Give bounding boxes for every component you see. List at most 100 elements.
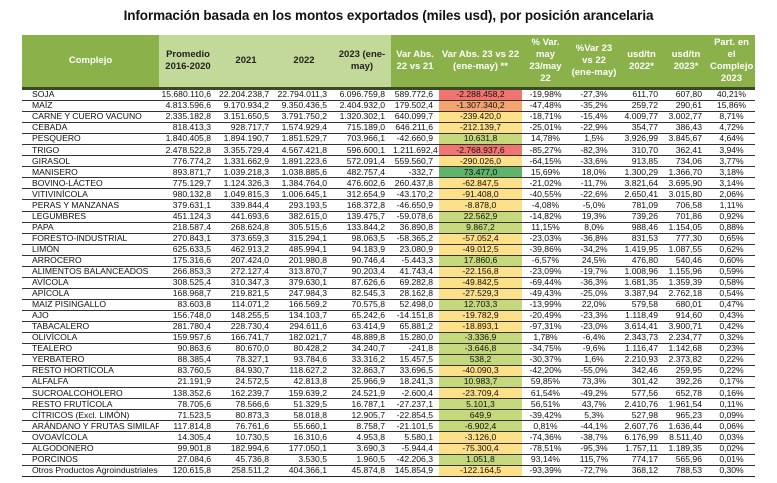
cell-pct-var-23-22: 73,3% bbox=[569, 376, 619, 389]
cell-usd-tn-2022: 1.757,11 bbox=[619, 443, 664, 455]
cell-usd-tn-2022: 2.410,76 bbox=[619, 398, 664, 411]
cell-usd-tn-2022: 3.614,41 bbox=[619, 321, 664, 334]
cell-pct-var-may: -78,51% bbox=[522, 443, 569, 455]
cell-usd-tn-2022: 3.926,99 bbox=[619, 133, 664, 146]
cell-var-abs-22-21: 36.890,8 bbox=[391, 222, 439, 234]
cell-part-complejo: 0,32% bbox=[708, 332, 755, 345]
cell-2023: 24.521,9 bbox=[333, 387, 391, 400]
cell-promedio: 99.901,8 bbox=[159, 443, 217, 455]
cell-var-abs-22-21: -332,7 bbox=[391, 166, 439, 179]
cell-var-abs-23-22: -122.164,5 bbox=[439, 465, 522, 477]
cell-part-complejo: 0,30% bbox=[708, 465, 755, 477]
cell-var-abs-22-21: 65.881,2 bbox=[391, 321, 439, 334]
cell-pct-var-may: -23,03% bbox=[522, 233, 569, 245]
cell-pct-var-23-22: 19,3% bbox=[569, 211, 619, 223]
cell-var-abs-23-22: -23.709,4 bbox=[439, 387, 522, 400]
cell-complejo: FORESTO-INDUSTRIAL bbox=[22, 233, 159, 245]
cell-usd-tn-2022: 354,77 bbox=[619, 122, 664, 135]
cell-var-abs-22-21: 23.080,9 bbox=[391, 244, 439, 256]
cell-pct-var-may: -97,31% bbox=[522, 321, 569, 334]
cell-var-abs-22-21: 5.580,1 bbox=[391, 431, 439, 444]
cell-part-complejo: 2,06% bbox=[708, 188, 755, 201]
cell-part-complejo: 0,16% bbox=[708, 387, 755, 400]
cell-usd-tn-2022: 739,26 bbox=[619, 211, 664, 223]
cell-usd-tn-2022: 1.419,95 bbox=[619, 244, 664, 256]
cell-2023: 1.320.302,1 bbox=[333, 111, 391, 124]
cell-pct-var-may: -21,02% bbox=[522, 177, 569, 190]
cell-promedio: 120.615,8 bbox=[159, 465, 217, 477]
cell-usd-tn-2022: 577,56 bbox=[619, 387, 664, 400]
cell-2022: 305.515,6 bbox=[275, 222, 333, 234]
cell-pct-var-may: -25,01% bbox=[522, 122, 569, 135]
cell-pct-var-may: -85,27% bbox=[522, 144, 569, 157]
cell-2022: 182.021,7 bbox=[275, 332, 333, 345]
cell-pct-var-may: -14,82% bbox=[522, 211, 569, 223]
cell-var-abs-22-21: -5.944,4 bbox=[391, 443, 439, 455]
header-usd-tn-2023: usd/tn 2023* bbox=[664, 35, 708, 90]
cell-usd-tn-2023: 290,61 bbox=[664, 100, 708, 113]
table-row: TEALERO 90.863,6 80.670,0 80.428,2 34.240,7-… bbox=[22, 343, 755, 356]
cell-2023: 90.203,4 bbox=[333, 266, 391, 278]
cell-2022: 379.630,1 bbox=[275, 277, 333, 289]
cell-usd-tn-2022: 1.300,29 bbox=[619, 166, 664, 179]
cell-pct-var-may: -13,99% bbox=[522, 299, 569, 311]
cell-usd-tn-2022: 2.210,93 bbox=[619, 354, 664, 367]
cell-2022: 166.569,2 bbox=[275, 299, 333, 311]
cell-pct-var-23-22: -15,4% bbox=[569, 111, 619, 124]
cell-2021: 80.670,0 bbox=[217, 343, 275, 356]
cell-part-complejo: 4,72% bbox=[708, 122, 755, 135]
cell-part-complejo: 0,01% bbox=[708, 454, 755, 466]
cell-var-abs-23-22: 73.477,0 bbox=[439, 166, 522, 179]
cell-2023: 3.690,3 bbox=[333, 443, 391, 455]
header-complejo: Complejo bbox=[22, 35, 159, 90]
cell-complejo: RESTO FRUTÍCOLA bbox=[22, 398, 159, 411]
table-row: AVÍCOLA 308.525,4 310.347,3 379.630,1 87.626… bbox=[22, 277, 755, 289]
cell-2023: 33.316,2 bbox=[333, 354, 391, 367]
table-row: CEBADA 818.413,3 928.717,7 1.574.929,4 715.1… bbox=[22, 122, 755, 135]
cell-usd-tn-2022: 1.118,49 bbox=[619, 310, 664, 322]
cell-pct-var-23-22: -72,7% bbox=[569, 465, 619, 477]
cell-2023: 133.844,2 bbox=[333, 222, 391, 234]
cell-2023: 70.575,8 bbox=[333, 299, 391, 311]
cell-part-complejo: 0,47% bbox=[708, 299, 755, 311]
cell-2021: 310.347,3 bbox=[217, 277, 275, 289]
cell-2021: 3.355.729,4 bbox=[217, 144, 275, 157]
cell-var-abs-23-22: 10.983,7 bbox=[439, 376, 522, 389]
cell-complejo: PAPA bbox=[22, 222, 159, 234]
cell-2021: 1.049.815,3 bbox=[217, 188, 275, 201]
header-promedio: Promedio 2016-2020 bbox=[159, 35, 217, 90]
table-row: CÍTRICOS (Excl. LIMÓN) 71.523,5 80.873,3 58… bbox=[22, 409, 755, 422]
cell-2022: 9.350.436,5 bbox=[275, 100, 333, 113]
cell-2021: 9.170.934,2 bbox=[217, 100, 275, 113]
table-row: MAÍZ 4.813.596,6 9.170.934,2 9.350.436,5 2.4… bbox=[22, 100, 755, 113]
cell-var-abs-23-22: 538,2 bbox=[439, 354, 522, 367]
cell-2023: 82.545,3 bbox=[333, 288, 391, 300]
cell-pct-var-23-22: -25,0% bbox=[569, 288, 619, 300]
cell-2023: 32.863,7 bbox=[333, 365, 391, 378]
cell-usd-tn-2023: 3.900,71 bbox=[664, 321, 708, 334]
cell-2023: 90.746,4 bbox=[333, 255, 391, 267]
cell-part-complejo: 1,11% bbox=[708, 199, 755, 212]
cell-usd-tn-2022: 611,70 bbox=[619, 88, 664, 102]
cell-2023: 48.889,8 bbox=[333, 332, 391, 345]
cell-complejo: CARNE Y CUERO VACUNO bbox=[22, 111, 159, 124]
cell-pct-var-may: -23,09% bbox=[522, 266, 569, 278]
cell-usd-tn-2022: 1.681,35 bbox=[619, 277, 664, 289]
cell-usd-tn-2022: 3.821,64 bbox=[619, 177, 664, 190]
cell-pct-var-23-22: 43,7% bbox=[569, 398, 619, 411]
cell-complejo: PERAS Y MANZANAS bbox=[22, 199, 159, 212]
cell-pct-var-may: -20,49% bbox=[522, 310, 569, 322]
cell-pct-var-23-22: -23,0% bbox=[569, 321, 619, 334]
cell-var-abs-22-21: -46.650,9 bbox=[391, 199, 439, 212]
cell-2021: 24.572,5 bbox=[217, 376, 275, 389]
table-row: MANISERO 893.871,7 1.039.218,3 1.038.885,6 4… bbox=[22, 166, 755, 179]
cell-pct-var-may: 56,51% bbox=[522, 398, 569, 411]
cell-complejo: MAIZ PISINGALLO bbox=[22, 299, 159, 311]
table-row: ALGODONERO 99.901,8 182.994,6 177.050,1 3.69… bbox=[22, 443, 755, 455]
cell-2022: 3.530,5 bbox=[275, 454, 333, 466]
cell-usd-tn-2023: 607,80 bbox=[664, 88, 708, 102]
cell-pct-var-23-22: -33,6% bbox=[569, 155, 619, 168]
cell-2022: 159.639,2 bbox=[275, 387, 333, 400]
cell-complejo: SUCROALCOHOLERO bbox=[22, 387, 159, 400]
cell-var-abs-23-22: -49.842,5 bbox=[439, 277, 522, 289]
